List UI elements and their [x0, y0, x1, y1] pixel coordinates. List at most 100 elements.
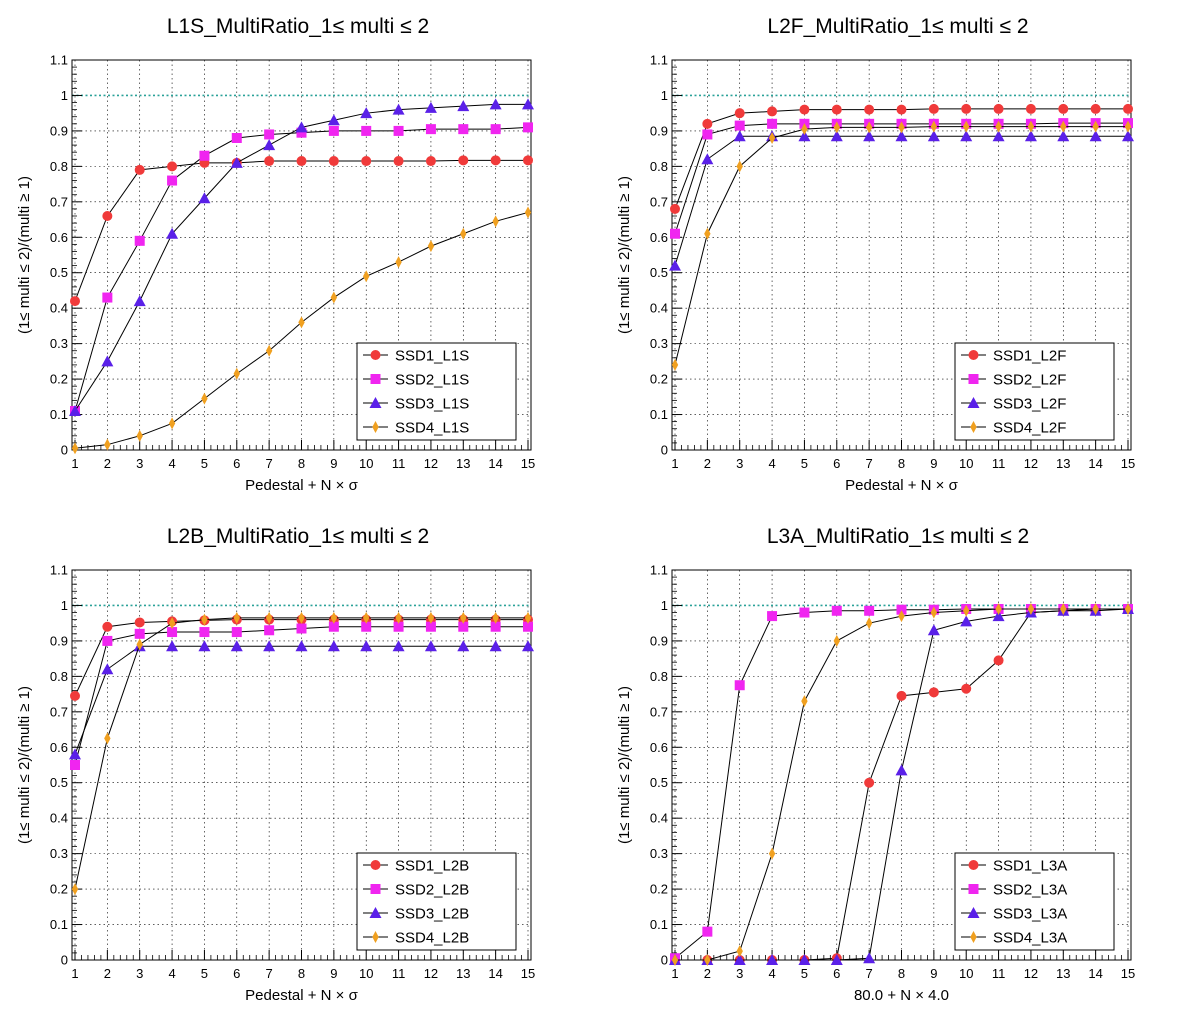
data-point: [71, 442, 79, 455]
y-tick-label: 0.4: [50, 811, 68, 826]
x-tick-label: 15: [1121, 456, 1135, 471]
data-point: [70, 760, 80, 770]
data-point: [199, 150, 210, 161]
data-point: [231, 133, 242, 143]
x-tick-label: 12: [424, 456, 438, 471]
y-tick-label: 0.9: [50, 123, 68, 138]
y-tick-label: 0: [61, 953, 68, 968]
data-point: [995, 603, 1002, 615]
x-tick-label: 1: [71, 456, 78, 471]
y-tick-label: 0.2: [650, 882, 668, 897]
data-point: [733, 954, 746, 965]
data-point: [961, 683, 972, 694]
x-tick-label: 2: [704, 966, 711, 981]
legend-marker: [968, 860, 979, 870]
series-SSD2_L2B: [70, 621, 533, 770]
data-point: [489, 640, 502, 652]
series-SSD4_L3A: [671, 603, 1132, 966]
data-point: [295, 640, 308, 652]
y-tick-label: 0.5: [50, 775, 68, 790]
y-tick-label: 0.7: [50, 194, 68, 209]
data-point: [1124, 120, 1132, 133]
data-point: [298, 316, 305, 329]
y-tick-label: 0: [661, 443, 668, 458]
series-SSD4_L2F: [671, 120, 1132, 371]
y-tick-label: 1.1: [50, 53, 68, 68]
y-tick-label: 0.8: [50, 159, 68, 174]
data-point: [458, 124, 469, 135]
x-tick-label: 4: [768, 456, 775, 471]
data-point: [833, 634, 840, 647]
data-point: [992, 610, 1005, 622]
legend-box: [954, 342, 1115, 441]
series-SSD2_L1S: [70, 122, 533, 416]
y-axis-label: (1≤ multi ≤ 2)/(multi ≥ 1): [16, 686, 33, 844]
data-point: [168, 417, 176, 430]
x-tick-label: 7: [866, 966, 873, 981]
data-point: [492, 215, 499, 228]
data-point: [233, 367, 240, 380]
data-point: [264, 129, 275, 140]
data-point: [489, 98, 502, 110]
legend-marker: [369, 907, 382, 918]
x-tick-label: 1: [671, 456, 678, 471]
y-tick-label: 1.1: [50, 563, 68, 578]
legend-marker: [372, 421, 379, 433]
data-point: [927, 624, 940, 636]
data-point: [1024, 130, 1037, 142]
y-tick-label: 0.9: [50, 633, 68, 648]
x-tick-label: 10: [959, 456, 973, 471]
data-point: [201, 613, 208, 626]
data-point: [1027, 120, 1035, 133]
data-point: [330, 611, 338, 624]
data-point: [993, 103, 1004, 114]
data-point: [1057, 130, 1070, 142]
data-point: [863, 952, 876, 964]
x-tick-label: 8: [298, 456, 305, 471]
legend: SSD1_L3A SSD2_L3A SSD3_L3A SSD4_L3A: [954, 852, 1115, 951]
data-point: [1060, 120, 1067, 133]
data-point: [522, 98, 534, 110]
data-point: [167, 627, 178, 638]
legend-marker: [967, 397, 980, 408]
data-point: [230, 640, 243, 652]
data-point: [104, 438, 111, 451]
data-point: [296, 127, 307, 138]
data-point: [425, 156, 436, 167]
data-point: [166, 227, 179, 239]
data-point: [457, 100, 470, 112]
legend-marker: [372, 931, 379, 943]
y-axis-label: (1≤ multi ≤ 2)/(multi ≥ 1): [616, 176, 633, 334]
data-point: [930, 606, 938, 619]
data-point: [102, 635, 113, 646]
x-tick-label: 1: [71, 966, 78, 981]
data-point: [360, 107, 373, 119]
data-point: [734, 680, 745, 691]
y-tick-label: 1: [661, 598, 668, 613]
y-tick-label: 0.6: [50, 740, 68, 755]
x-tick-label: 5: [801, 456, 808, 471]
y-tick-label: 0.6: [650, 740, 668, 755]
x-tick-label: 9: [330, 966, 337, 981]
data-point: [393, 621, 404, 632]
legend: SSD1_L1S SSD2_L1S SSD3_L1S SSD4_L1S: [356, 342, 517, 441]
data-point: [102, 211, 113, 221]
data-point: [263, 139, 276, 151]
data-point: [395, 611, 402, 624]
x-tick-label: 11: [392, 456, 406, 471]
data-point: [928, 103, 939, 114]
legend-label: SSD3_L3A: [993, 906, 1067, 923]
x-tick-label: 7: [266, 456, 273, 471]
x-tick-label: 6: [833, 456, 840, 471]
data-point: [798, 954, 811, 965]
y-tick-label: 0.1: [50, 407, 68, 422]
data-point: [766, 954, 779, 965]
chart-title: L2F_MultiRatio_1≤ multi ≤ 2: [767, 15, 1028, 38]
data-point: [865, 121, 873, 134]
data-point: [670, 228, 680, 239]
y-tick-label: 0.9: [650, 633, 668, 648]
data-point: [865, 617, 873, 630]
y-tick-label: 0.5: [50, 265, 68, 280]
data-point: [863, 130, 876, 142]
data-point: [671, 358, 679, 371]
